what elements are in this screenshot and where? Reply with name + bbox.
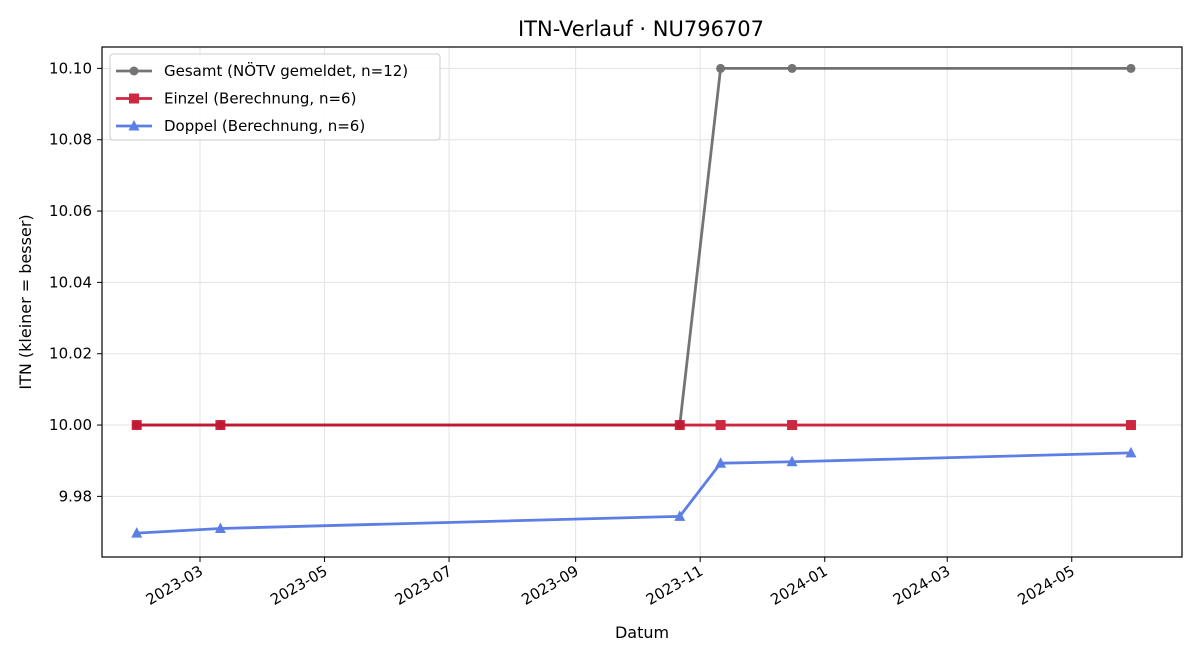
legend-box bbox=[109, 53, 441, 141]
plot-frame bbox=[101, 46, 1183, 558]
y-tick-label: 10.02 bbox=[49, 345, 92, 363]
legend-swatch bbox=[116, 93, 152, 104]
data-point bbox=[674, 420, 685, 431]
data-point bbox=[787, 63, 797, 73]
y-tick-label: 9.98 bbox=[59, 487, 92, 505]
data-point bbox=[1125, 446, 1137, 458]
data-point bbox=[215, 420, 226, 431]
data-point bbox=[715, 457, 727, 468]
legend-swatch bbox=[116, 66, 152, 76]
data-point bbox=[786, 455, 798, 467]
y-tick-label: 10.04 bbox=[49, 273, 92, 291]
data-point bbox=[214, 522, 226, 533]
legend-marker bbox=[128, 120, 140, 131]
legend-label: Einzel (Berechnung, n=6) bbox=[164, 90, 356, 108]
y-axis-ticks: 9.98 10.00 10.02 10.04 10.06 10.08 10.10 bbox=[49, 59, 102, 505]
series-square-group bbox=[131, 420, 1136, 431]
data-point bbox=[674, 510, 686, 521]
legend-marker bbox=[129, 66, 139, 76]
y-tick-label: 10.06 bbox=[49, 202, 92, 220]
legend-marker bbox=[129, 93, 139, 104]
data-point bbox=[131, 420, 142, 431]
legend-swatch bbox=[116, 120, 152, 131]
legend-label: Doppel (Berechnung, n=6) bbox=[164, 117, 365, 135]
chart-title: ITN-Verlauf · NU796707 bbox=[518, 17, 764, 41]
data-point bbox=[716, 63, 726, 73]
data-point bbox=[131, 527, 143, 538]
series-line bbox=[136, 451, 1131, 535]
legend-label: Gesamt (NÖTV gemeldet, n=12) bbox=[164, 61, 408, 80]
series-layer bbox=[131, 63, 1137, 538]
data-point bbox=[715, 420, 726, 431]
data-point bbox=[1125, 420, 1136, 431]
x-axis-label: Datum bbox=[615, 623, 669, 642]
legend: Gesamt (NÖTV gemeldet, n=12) Einzel (Bere… bbox=[109, 53, 441, 141]
data-point bbox=[1126, 63, 1136, 73]
y-tick-label: 10.08 bbox=[49, 131, 92, 149]
y-axis-label: ITN (kleiner = besser) bbox=[16, 214, 35, 389]
data-point bbox=[787, 420, 798, 431]
series-triangle-group bbox=[131, 446, 1137, 538]
y-tick-label: 10.10 bbox=[49, 59, 92, 77]
y-tick-label: 10.00 bbox=[49, 416, 92, 434]
